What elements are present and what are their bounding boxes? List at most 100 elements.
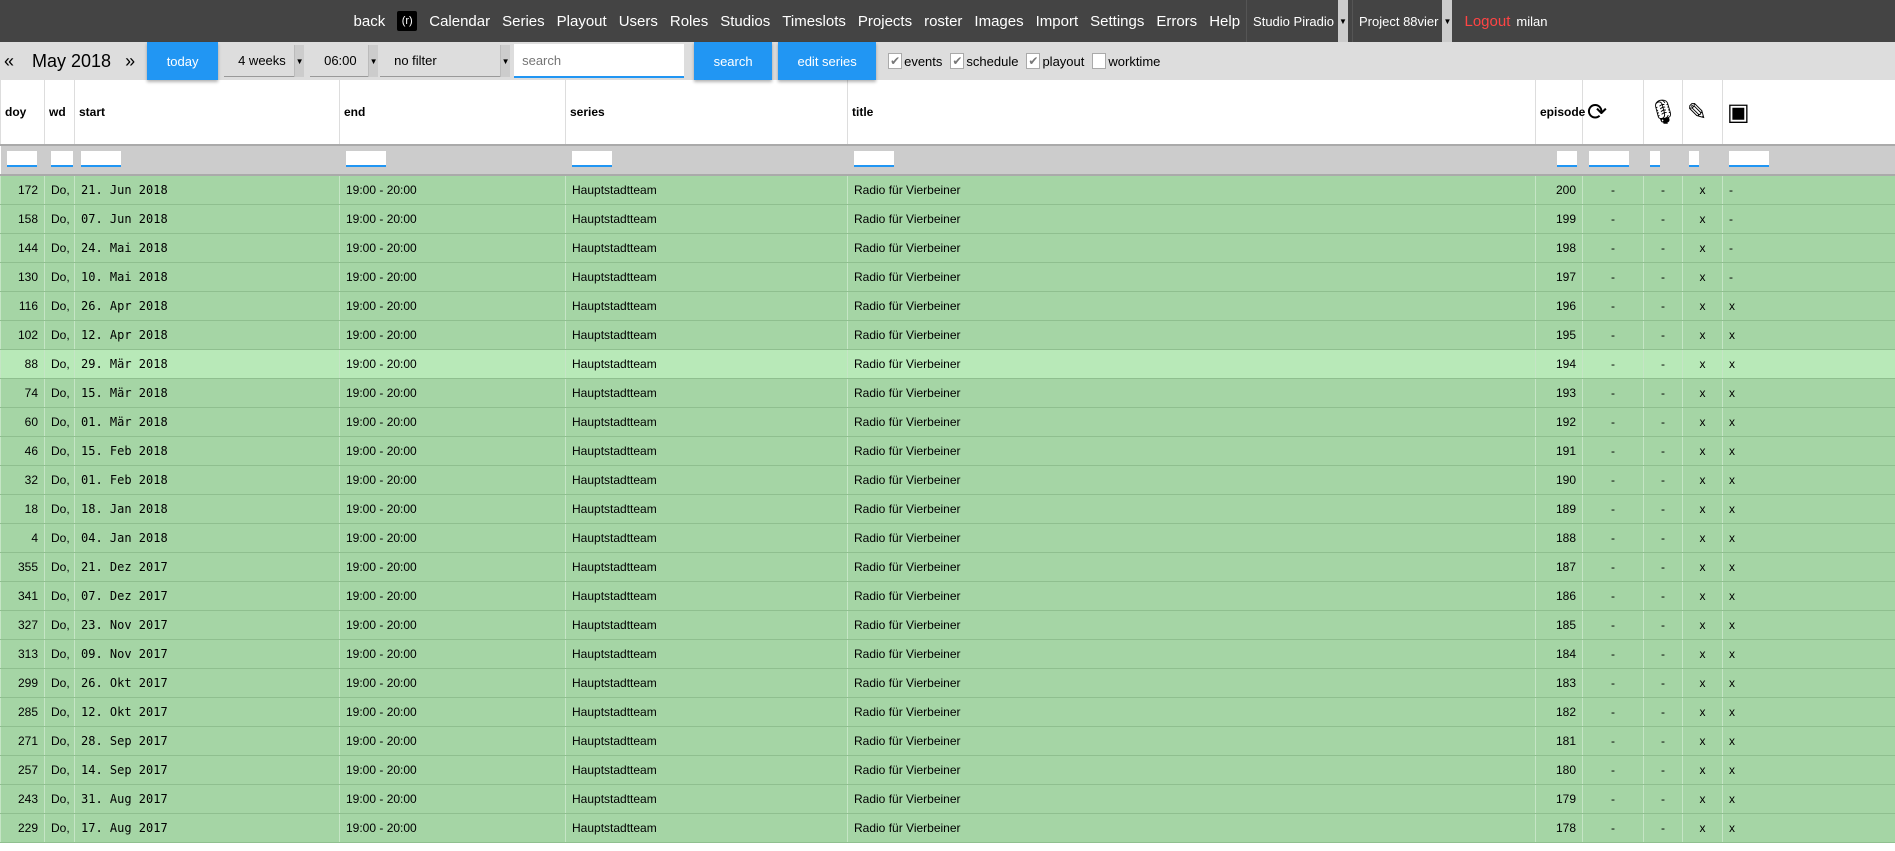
cell-end: 19:00 - 20:00	[339, 291, 566, 321]
next-month-button[interactable]: »	[125, 50, 136, 71]
column-filter-input[interactable]	[1588, 150, 1629, 167]
column-header-title[interactable]: title	[847, 80, 1536, 146]
table-row[interactable]: 74 Do, 15. Mär 2018 19:00 - 20:00 Hauptstadt…	[0, 378, 1895, 408]
cell-archive: x	[1722, 552, 1895, 582]
project-select[interactable]: Project 88vier ▼	[1352, 0, 1456, 42]
table-row[interactable]: 130 Do, 10. Mai 2018 19:00 - 20:00 Hauptstad…	[0, 262, 1895, 292]
cell-doy: 172	[0, 175, 45, 205]
column-filter-input[interactable]	[1649, 150, 1660, 167]
cell-title: Radio für Vierbeiner	[847, 610, 1536, 640]
table-row[interactable]: 144 Do, 24. Mai 2018 19:00 - 20:00 Hauptstad…	[0, 233, 1895, 263]
checkbox-schedule[interactable]: ✔ schedule	[950, 53, 1018, 69]
checkbox-events[interactable]: ✔ events	[888, 53, 942, 69]
column-filter-input[interactable]	[1728, 150, 1769, 167]
cell-title: Radio für Vierbeiner	[847, 320, 1536, 350]
column-filter-input[interactable]	[345, 150, 386, 167]
column-filter-input[interactable]	[853, 150, 894, 167]
checkbox-worktime[interactable]: worktime	[1092, 53, 1160, 69]
table-row[interactable]: 18 Do, 18. Jan 2018 19:00 - 20:00 Hauptstadt…	[0, 494, 1895, 524]
cell-start: 17. Aug 2017	[74, 813, 340, 843]
checkbox-box[interactable]: ✔	[1026, 53, 1041, 69]
time-select[interactable]: 06:00 ▼	[310, 45, 379, 77]
table-row[interactable]: 88 Do, 29. Mär 2018 19:00 - 20:00 Hauptstadt…	[0, 349, 1895, 379]
nav-timeslots[interactable]: Timeslots	[782, 12, 846, 30]
table-row[interactable]: 60 Do, 01. Mär 2018 19:00 - 20:00 Hauptstadt…	[0, 407, 1895, 437]
checkbox-playout[interactable]: ✔ playout	[1026, 53, 1084, 69]
cell-title: Radio für Vierbeiner	[847, 726, 1536, 756]
column-filter-input[interactable]	[1556, 150, 1577, 167]
nav-errors[interactable]: Errors	[1156, 12, 1198, 30]
column-filter-input[interactable]	[1688, 150, 1699, 167]
cell-end: 19:00 - 20:00	[339, 581, 566, 611]
cell-doy: 102	[0, 320, 45, 350]
column-header-start[interactable]: start	[74, 80, 340, 146]
table-row[interactable]: 46 Do, 15. Feb 2018 19:00 - 20:00 Hauptstadt…	[0, 436, 1895, 466]
table-header: doy wd start end series title episode ⟳ 🎙 ✎ ▣	[0, 80, 1895, 146]
table-row[interactable]: 116 Do, 26. Apr 2018 19:00 - 20:00 Hauptstad…	[0, 291, 1895, 321]
table-row[interactable]: 313 Do, 09. Nov 2017 19:00 - 20:00 Hauptstad…	[0, 639, 1895, 669]
table-row[interactable]: 355 Do, 21. Dez 2017 19:00 - 20:00 Hauptstad…	[0, 552, 1895, 582]
table-row[interactable]: 271 Do, 28. Sep 2017 19:00 - 20:00 Hauptstad…	[0, 726, 1895, 756]
column-filter-input[interactable]	[571, 150, 612, 167]
nav-import[interactable]: Import	[1035, 12, 1079, 30]
checkbox-box[interactable]	[1092, 53, 1107, 69]
table-row[interactable]: 285 Do, 12. Okt 2017 19:00 - 20:00 Hauptstad…	[0, 697, 1895, 727]
table-row[interactable]: 102 Do, 12. Apr 2018 19:00 - 20:00 Hauptstad…	[0, 320, 1895, 350]
cell-end: 19:00 - 20:00	[339, 378, 566, 408]
nav-studios[interactable]: Studios	[720, 12, 771, 30]
checkbox-label: playout	[1042, 53, 1085, 69]
nav-users[interactable]: Users	[618, 12, 658, 30]
nav-roster[interactable]: roster	[924, 12, 963, 30]
column-header-pencil[interactable]: ✎	[1682, 80, 1723, 146]
nav-back[interactable]: back	[353, 12, 386, 30]
edit-series-button[interactable]: edit series	[778, 42, 877, 80]
column-header-end[interactable]: end	[339, 80, 566, 146]
table-row[interactable]: 4 Do, 04. Jan 2018 19:00 - 20:00 Hauptstadtt…	[0, 523, 1895, 553]
nav-calendar[interactable]: Calendar	[429, 12, 491, 30]
column-header-wd[interactable]: wd	[44, 80, 75, 146]
cell-series: Hauptstadtteam	[565, 262, 848, 292]
checkbox-box[interactable]: ✔	[950, 53, 965, 69]
column-filter-input[interactable]	[80, 150, 121, 167]
nav-series[interactable]: Series	[502, 12, 545, 30]
table-row[interactable]: 229 Do, 17. Aug 2017 19:00 - 20:00 Hauptstad…	[0, 813, 1895, 843]
cell-microphone: -	[1643, 523, 1683, 553]
cell-archive: x	[1722, 668, 1895, 698]
search-input[interactable]	[514, 44, 685, 78]
table-row[interactable]: 158 Do, 07. Jun 2018 19:00 - 20:00 Hauptstad…	[0, 204, 1895, 234]
today-button[interactable]: today	[147, 42, 219, 80]
studio-select[interactable]: Studio Piradio ▼	[1246, 0, 1352, 42]
table-row[interactable]: 32 Do, 01. Feb 2018 19:00 - 20:00 Hauptstadt…	[0, 465, 1895, 495]
column-filter-input[interactable]	[6, 150, 37, 167]
column-header-doy[interactable]: doy	[0, 80, 45, 146]
cell-start: 10. Mai 2018	[74, 262, 340, 292]
column-header-archive[interactable]: ▣	[1722, 80, 1895, 146]
filter-cell	[44, 145, 75, 176]
nav-settings[interactable]: Settings	[1090, 12, 1145, 30]
nav-projects[interactable]: Projects	[857, 12, 913, 30]
cell-wd: Do,	[44, 813, 75, 843]
range-select[interactable]: 4 weeks ▼	[224, 45, 305, 77]
nav-playout[interactable]: Playout	[556, 12, 607, 30]
column-header-episode[interactable]: episode	[1535, 80, 1585, 146]
column-filter-input[interactable]	[50, 150, 73, 167]
filter-select[interactable]: no filter ▼	[380, 45, 511, 77]
logo-icon[interactable]: (r)	[397, 11, 418, 31]
column-header-microphone[interactable]: 🎙	[1643, 80, 1683, 146]
table-row[interactable]: 299 Do, 26. Okt 2017 19:00 - 20:00 Hauptstad…	[0, 668, 1895, 698]
table-row[interactable]: 257 Do, 14. Sep 2017 19:00 - 20:00 Hauptstad…	[0, 755, 1895, 785]
nav-images[interactable]: Images	[974, 12, 1024, 30]
table-row[interactable]: 172 Do, 21. Jun 2018 19:00 - 20:00 Hauptstad…	[0, 175, 1895, 205]
table-row[interactable]: 327 Do, 23. Nov 2017 19:00 - 20:00 Hauptstad…	[0, 610, 1895, 640]
table-row[interactable]: 341 Do, 07. Dez 2017 19:00 - 20:00 Hauptstad…	[0, 581, 1895, 611]
table-row[interactable]: 243 Do, 31. Aug 2017 19:00 - 20:00 Hauptstad…	[0, 784, 1895, 814]
nav-help[interactable]: Help	[1209, 12, 1241, 30]
cell-rerun: -	[1582, 320, 1644, 350]
prev-month-button[interactable]: «	[4, 50, 15, 71]
column-header-series[interactable]: series	[565, 80, 848, 146]
nav-roles[interactable]: Roles	[669, 12, 709, 30]
search-button[interactable]: search	[694, 42, 773, 80]
column-header-rerun[interactable]: ⟳	[1582, 80, 1644, 146]
checkbox-box[interactable]: ✔	[888, 53, 903, 69]
logout-link[interactable]: Logout	[1464, 12, 1511, 30]
